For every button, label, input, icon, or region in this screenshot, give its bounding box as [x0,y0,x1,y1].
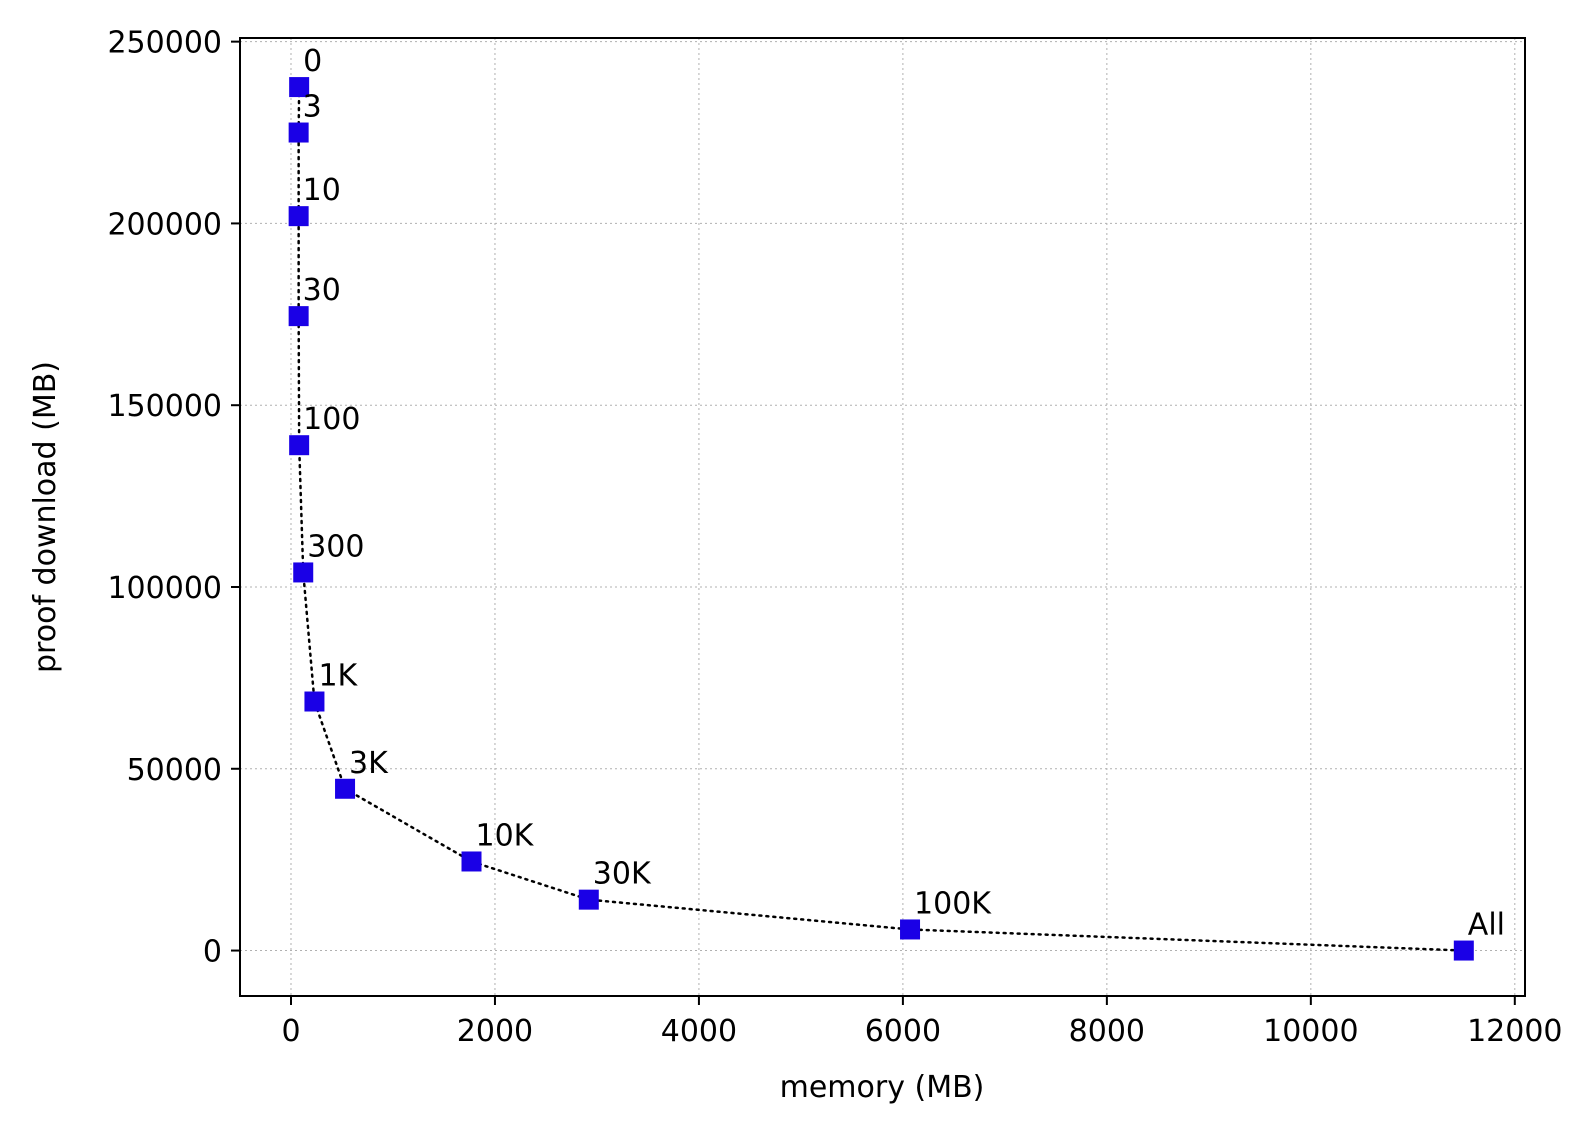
data-point-marker [578,889,599,910]
data-point-marker [461,851,482,872]
series-line [297,85,1466,952]
data-point-marker [289,77,310,98]
y-axis-title: proof download (MB) [28,361,63,673]
y-tick-label: 0 [203,935,222,970]
point-labels: 0 3 10 30 100 300 1K 3K 10K 30K 100K All [303,44,1505,942]
y-axis-ticks: 0 50000 100000 150000 200000 250000 [107,26,240,970]
x-tick-label: 12000 [1467,1014,1562,1049]
data-point-label: 30K [593,857,652,892]
data-point-label: 100 [303,402,360,437]
data-point-label: 30 [303,273,341,308]
data-point-marker [289,435,310,456]
plot-frame [239,37,1526,997]
data-point-marker [288,206,309,227]
data-point-marker [335,778,356,799]
x-tick-label: 4000 [661,1014,737,1049]
data-point-label: 300 [307,529,364,564]
series-dotted-line [297,85,1466,952]
y-tick-label: 200000 [107,207,222,242]
data-point-marker [900,919,921,940]
data-point-label: 10 [303,173,341,208]
x-axis-ticks: 0 2000 4000 6000 8000 10000 12000 [281,996,1563,1049]
y-tick-label: 250000 [107,26,222,61]
y-tick-label: 150000 [107,389,222,424]
y-tick-label: 50000 [127,753,222,788]
data-point-label: All [1468,908,1505,943]
series-markers [288,77,1474,961]
data-point-label: 1K [318,659,358,694]
x-axis-title: memory (MB) [780,1070,985,1105]
x-tick-label: 0 [281,1014,300,1049]
data-point-marker [304,691,325,712]
data-point-marker [288,122,309,143]
data-point-label: 3K [349,746,389,781]
x-tick-label: 6000 [865,1014,941,1049]
data-point-label: 3 [303,90,322,125]
data-point-marker [293,562,314,583]
x-tick-label: 2000 [457,1014,533,1049]
x-tick-label: 8000 [1069,1014,1145,1049]
data-point-label: 100K [914,886,992,921]
data-point-marker [1453,940,1474,961]
y-tick-label: 100000 [107,571,222,606]
data-point-label: 10K [476,818,535,853]
grid-lines [240,38,1525,996]
x-tick-label: 10000 [1263,1014,1358,1049]
data-point-marker [288,306,309,327]
data-point-label: 0 [303,44,322,79]
